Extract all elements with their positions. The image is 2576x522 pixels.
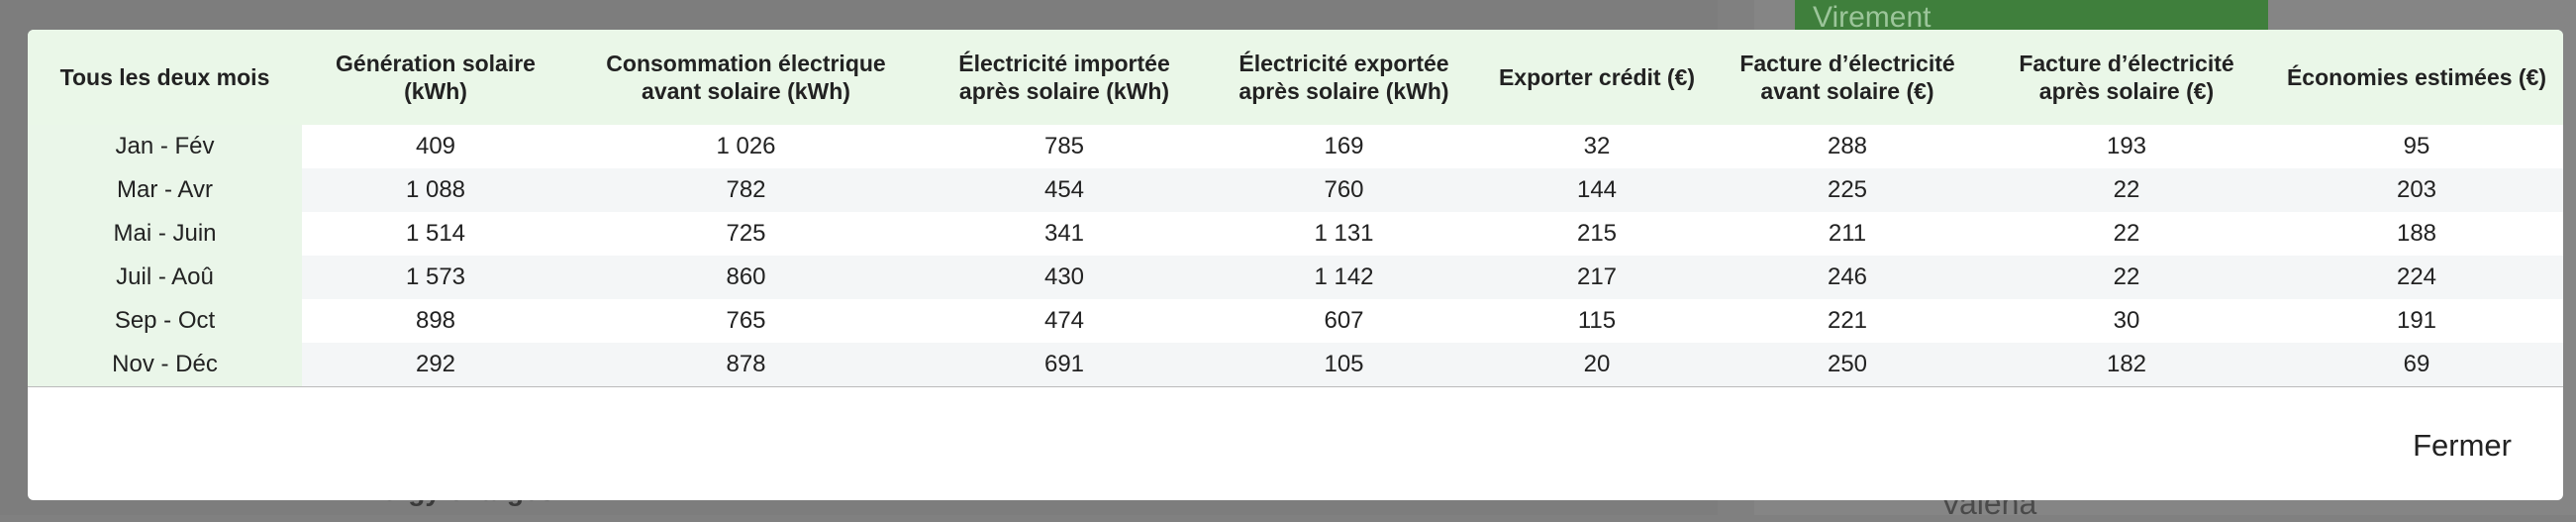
table-cell: 193 xyxy=(2106,133,2147,159)
table-cell: 69 xyxy=(2270,343,2563,387)
table-body: Jan - Fév 409 1 026 785 169 32 288 193 95 Mar - A… xyxy=(28,125,2563,387)
table-row: Jan - Fév 409 1 026 785 169 32 288 193 95 xyxy=(28,125,2563,168)
table-cell: 30 xyxy=(2113,307,2140,334)
table-cell: 341 xyxy=(1043,220,1085,247)
table-cell: 725 xyxy=(726,220,766,247)
table-cell: 409 xyxy=(415,133,456,159)
table-cell: 1 088 xyxy=(302,168,569,212)
table-row: Nov - Déc 292 878 691 105 20 250 182 69 xyxy=(28,343,2563,387)
table-cell: 250 xyxy=(1712,343,1983,387)
table-cell: 1 026 xyxy=(716,133,776,159)
table: Tous les deux mois Génération solaire (kW… xyxy=(28,30,2563,387)
table-cell: 878 xyxy=(569,343,923,387)
table-cell: 1 573 xyxy=(302,256,569,299)
table-cell: 188 xyxy=(2396,220,2437,247)
table-cell: 105 xyxy=(1206,343,1482,387)
table-cell: 217 xyxy=(1482,256,1712,299)
column-header: Tous les deux mois xyxy=(28,30,302,125)
column-header: Économies estimées (€) xyxy=(2270,30,2563,125)
table-cell: 292 xyxy=(302,343,569,387)
row-label: Jan - Fév xyxy=(28,125,302,168)
table-cell: 785 xyxy=(1043,133,1085,159)
table-cell: 898 xyxy=(415,307,456,334)
table-cell: 1 131 xyxy=(1314,220,1374,247)
table-cell: 215 xyxy=(1576,220,1618,247)
header-row: Tous les deux mois Génération solaire (kW… xyxy=(28,30,2563,125)
table-cell: 191 xyxy=(2396,307,2437,334)
table-cell: 760 xyxy=(1206,168,1482,212)
column-header: Facture d’électricité après solaire (€) xyxy=(1983,30,2270,125)
column-header: Facture d’électricité avant solaire (€) xyxy=(1712,30,1983,125)
table-cell: 430 xyxy=(923,256,1206,299)
table-cell: 860 xyxy=(569,256,923,299)
table-cell: 1 142 xyxy=(1206,256,1482,299)
table-cell: 144 xyxy=(1482,168,1712,212)
table-cell: 225 xyxy=(1712,168,1983,212)
table-cell: 169 xyxy=(1324,133,1364,159)
table-cell: 20 xyxy=(1482,343,1712,387)
column-header: Génération solaire (kWh) xyxy=(302,30,569,125)
table-cell: 246 xyxy=(1712,256,1983,299)
table-row: Juil - Aoû 1 573 860 430 1 142 217 246 22 224 xyxy=(28,256,2563,299)
column-header: Électricité exportée après solaire (kWh) xyxy=(1206,30,1482,125)
table-row: Mar - Avr 1 088 782 454 760 144 225 22 203 xyxy=(28,168,2563,212)
table-cell: 221 xyxy=(1827,307,1868,334)
table-cell: 115 xyxy=(1577,307,1617,334)
close-button[interactable]: Fermer xyxy=(2413,428,2512,463)
row-label: Mar - Avr xyxy=(28,168,302,212)
row-label: Sep - Oct xyxy=(28,299,302,343)
table-cell: 691 xyxy=(923,343,1206,387)
table-row: Mai - Juin 1 514 725 341 1 131 215 211 22 188 xyxy=(28,212,2563,256)
column-header: Exporter crédit (€) xyxy=(1482,30,1712,125)
table-cell: 782 xyxy=(569,168,923,212)
table-cell: 1 514 xyxy=(405,220,466,247)
table-cell: 474 xyxy=(1043,307,1085,334)
table-cell: 203 xyxy=(2270,168,2563,212)
column-header: Électricité importée après solaire (kWh) xyxy=(923,30,1206,125)
table-row: Sep - Oct 898 765 474 607 115 221 30 191 xyxy=(28,299,2563,343)
table-cell: 211 xyxy=(1828,220,1867,247)
row-label: Nov - Déc xyxy=(28,343,302,387)
modal: Tous les deux mois Génération solaire (kW… xyxy=(28,30,2563,500)
table-cell: 182 xyxy=(1983,343,2270,387)
row-label: Juil - Aoû xyxy=(28,256,302,299)
table-cell: 288 xyxy=(1827,133,1868,159)
table-cell: 607 xyxy=(1324,307,1364,334)
table-cell: 224 xyxy=(2270,256,2563,299)
table-cell: 22 xyxy=(1983,256,2270,299)
table-cell: 22 xyxy=(2113,220,2140,247)
table-cell: 95 xyxy=(2403,133,2430,159)
table-cell: 765 xyxy=(726,307,766,334)
column-header: Consommation électrique avant solaire (k… xyxy=(569,30,923,125)
row-label: Mai - Juin xyxy=(28,212,302,256)
table-cell: 32 xyxy=(1583,133,1611,159)
table-cell: 22 xyxy=(1983,168,2270,212)
table-cell: 454 xyxy=(923,168,1206,212)
